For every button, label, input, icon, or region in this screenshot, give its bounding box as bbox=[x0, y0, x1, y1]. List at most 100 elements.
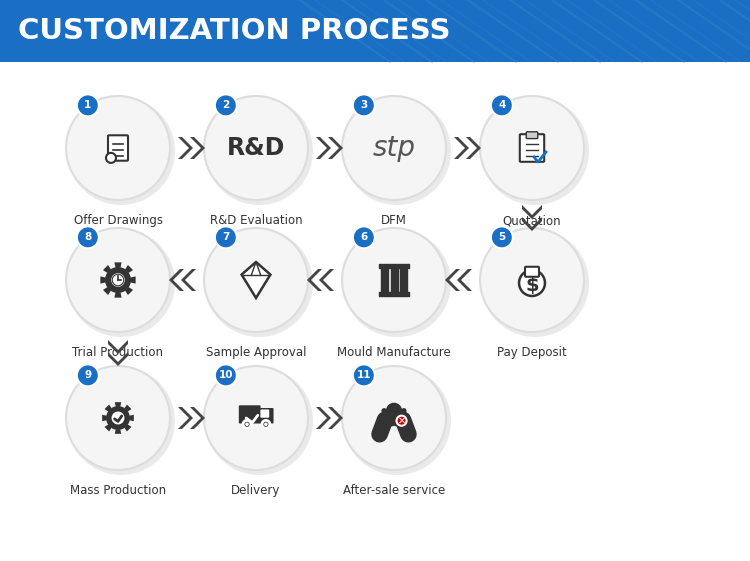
Polygon shape bbox=[242, 262, 271, 298]
Text: 10: 10 bbox=[218, 370, 233, 380]
FancyBboxPatch shape bbox=[526, 132, 538, 139]
Circle shape bbox=[490, 94, 513, 116]
FancyBboxPatch shape bbox=[238, 405, 260, 424]
Circle shape bbox=[343, 367, 451, 475]
Polygon shape bbox=[454, 137, 469, 159]
Circle shape bbox=[342, 228, 446, 332]
Polygon shape bbox=[115, 292, 122, 298]
Circle shape bbox=[66, 96, 170, 200]
Polygon shape bbox=[316, 137, 331, 159]
FancyBboxPatch shape bbox=[259, 408, 274, 424]
Circle shape bbox=[481, 97, 589, 205]
Text: $: $ bbox=[525, 275, 538, 295]
Circle shape bbox=[342, 366, 446, 470]
Polygon shape bbox=[181, 269, 196, 291]
Text: Sample Approval: Sample Approval bbox=[206, 346, 306, 359]
Polygon shape bbox=[125, 265, 133, 273]
Circle shape bbox=[111, 273, 125, 287]
Text: 7: 7 bbox=[222, 232, 230, 242]
Circle shape bbox=[214, 364, 237, 387]
Text: 11: 11 bbox=[356, 370, 371, 380]
Circle shape bbox=[264, 422, 268, 426]
Circle shape bbox=[243, 420, 251, 428]
Circle shape bbox=[382, 408, 387, 413]
Circle shape bbox=[480, 228, 584, 332]
Text: Trial Production: Trial Production bbox=[73, 346, 164, 359]
Text: Pay Deposit: Pay Deposit bbox=[497, 346, 567, 359]
Circle shape bbox=[67, 367, 175, 475]
Polygon shape bbox=[103, 287, 111, 295]
Circle shape bbox=[205, 97, 313, 205]
Circle shape bbox=[352, 226, 375, 249]
Polygon shape bbox=[100, 277, 106, 283]
Text: 4: 4 bbox=[498, 100, 506, 111]
Polygon shape bbox=[124, 404, 131, 412]
Text: 8: 8 bbox=[84, 232, 92, 242]
Polygon shape bbox=[522, 205, 542, 219]
FancyBboxPatch shape bbox=[0, 0, 750, 62]
Circle shape bbox=[66, 228, 170, 332]
Circle shape bbox=[204, 366, 308, 470]
FancyBboxPatch shape bbox=[260, 410, 269, 418]
Circle shape bbox=[204, 228, 308, 332]
Circle shape bbox=[490, 226, 513, 249]
Text: Mass Production: Mass Production bbox=[70, 484, 166, 497]
Polygon shape bbox=[108, 352, 128, 366]
Polygon shape bbox=[190, 407, 205, 429]
Circle shape bbox=[112, 412, 125, 425]
Circle shape bbox=[343, 97, 451, 205]
Circle shape bbox=[245, 422, 249, 426]
Text: 5: 5 bbox=[498, 232, 506, 242]
Circle shape bbox=[214, 94, 237, 116]
Polygon shape bbox=[103, 265, 111, 273]
Polygon shape bbox=[328, 407, 343, 429]
Text: 9: 9 bbox=[84, 370, 92, 380]
Polygon shape bbox=[319, 269, 334, 291]
Circle shape bbox=[106, 153, 116, 163]
Polygon shape bbox=[130, 277, 136, 283]
Polygon shape bbox=[124, 424, 131, 431]
Text: Delivery: Delivery bbox=[231, 484, 280, 497]
Polygon shape bbox=[316, 407, 331, 429]
Text: R&D: R&D bbox=[226, 136, 285, 160]
Polygon shape bbox=[102, 415, 106, 421]
Polygon shape bbox=[328, 137, 343, 159]
Text: After-sale service: After-sale service bbox=[343, 484, 446, 497]
Circle shape bbox=[112, 274, 124, 286]
Polygon shape bbox=[104, 404, 112, 412]
Circle shape bbox=[342, 96, 446, 200]
Circle shape bbox=[352, 94, 375, 116]
Polygon shape bbox=[178, 137, 193, 159]
Text: stp: stp bbox=[373, 134, 416, 162]
Polygon shape bbox=[445, 269, 460, 291]
Circle shape bbox=[519, 270, 545, 296]
Circle shape bbox=[401, 408, 406, 413]
Polygon shape bbox=[466, 137, 481, 159]
Text: Offer Drawings: Offer Drawings bbox=[74, 214, 163, 227]
Text: Quotation: Quotation bbox=[503, 214, 561, 227]
FancyBboxPatch shape bbox=[108, 135, 128, 160]
Text: 1: 1 bbox=[84, 100, 92, 111]
Text: 3: 3 bbox=[360, 100, 368, 111]
Text: ✕: ✕ bbox=[398, 416, 406, 426]
Circle shape bbox=[205, 229, 313, 337]
Text: DFM: DFM bbox=[381, 214, 407, 227]
Polygon shape bbox=[129, 415, 134, 421]
Polygon shape bbox=[457, 269, 472, 291]
Polygon shape bbox=[115, 263, 122, 268]
Circle shape bbox=[480, 96, 584, 200]
Circle shape bbox=[66, 366, 170, 470]
Polygon shape bbox=[169, 269, 184, 291]
Text: CUSTOMIZATION PROCESS: CUSTOMIZATION PROCESS bbox=[18, 17, 451, 45]
Circle shape bbox=[204, 96, 308, 200]
Polygon shape bbox=[125, 287, 133, 295]
Circle shape bbox=[76, 364, 99, 387]
Text: 6: 6 bbox=[360, 232, 368, 242]
Circle shape bbox=[397, 416, 406, 426]
Circle shape bbox=[352, 364, 375, 387]
Circle shape bbox=[343, 229, 451, 337]
Polygon shape bbox=[522, 217, 542, 231]
FancyBboxPatch shape bbox=[520, 134, 544, 162]
Text: 2: 2 bbox=[222, 100, 230, 111]
Polygon shape bbox=[307, 269, 322, 291]
